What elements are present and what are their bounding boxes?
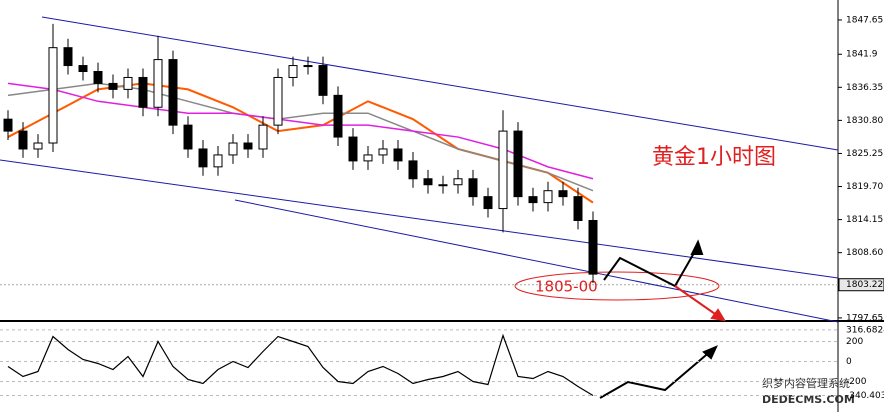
y-tick-label: 1819.70 [846, 182, 883, 192]
candle-body [18, 130, 28, 150]
candle-body [243, 142, 253, 150]
last-price-box [838, 278, 884, 292]
y-tick-label: -340.403 [846, 391, 884, 401]
y-tick-label: 1836.35 [846, 83, 883, 93]
oscillator-line [7, 333, 594, 397]
candle-body [153, 59, 163, 108]
candle-body [408, 160, 418, 180]
arrow-path [599, 349, 713, 399]
candle-body [528, 196, 538, 204]
price-note: 1805-00 [535, 278, 598, 296]
y-tick-label: 1830.80 [846, 116, 883, 126]
y-tick-label: 1847.65 [846, 15, 883, 25]
channel-line [234, 199, 839, 323]
candle-body [318, 65, 328, 96]
channel-line [41, 16, 839, 151]
candle-body [138, 76, 148, 108]
arrow-path [674, 285, 719, 317]
y-tick-label: 200 [846, 337, 863, 347]
candle-body [378, 148, 388, 156]
candle-body [198, 148, 208, 168]
candle-body [48, 47, 58, 144]
arrow-head [690, 239, 704, 255]
watermark: DEDECMS.COM [762, 393, 855, 406]
candle-body [213, 154, 223, 168]
y-tick-label: 1841.9 [846, 50, 878, 60]
candle-body [498, 130, 508, 210]
annotation: 黄金1小时图 [652, 145, 776, 170]
highlight-ellipse [514, 271, 720, 301]
candle-body [108, 82, 118, 90]
y-tick-label: 1808.60 [846, 248, 883, 258]
moving-average [7, 82, 594, 180]
y-tick-label: -200 [846, 377, 867, 387]
candle-body [483, 196, 493, 210]
y-tick-label: 1797.65 [846, 313, 883, 323]
candle-body [123, 76, 133, 90]
y-tick-label: 1814.15 [846, 215, 883, 225]
candle-body [543, 190, 553, 204]
candle-body [273, 76, 283, 126]
candle-body [258, 124, 268, 150]
candle-body [33, 142, 43, 150]
arrow-head [702, 345, 718, 360]
candle-body [468, 178, 478, 198]
candle-body [228, 142, 238, 156]
candle-body [333, 94, 343, 138]
candle-body [168, 59, 178, 126]
watermark: 织梦内容管理系统 [762, 376, 850, 390]
candle-body [558, 190, 568, 198]
candle-body [3, 118, 13, 132]
y-tick-label: 316.6824 [846, 325, 884, 335]
y-tick-label: 0 [846, 357, 852, 367]
channel-line [0, 159, 839, 279]
candle-body [63, 47, 73, 67]
candle-body [588, 219, 598, 275]
candle-body [438, 184, 448, 187]
candle-body [573, 196, 583, 221]
candle-body [183, 124, 193, 150]
channel-lines [0, 16, 839, 323]
candle-body [78, 65, 88, 73]
candle-body [453, 178, 463, 186]
last-price-label: 1803.22 [846, 280, 883, 290]
candle-body [93, 71, 103, 84]
moving-average [7, 82, 594, 192]
candle-body [423, 178, 433, 186]
candle-body [303, 65, 313, 68]
arrows [599, 239, 726, 399]
candle-body [393, 148, 403, 162]
candle-body [513, 130, 523, 198]
candle-body [348, 136, 358, 162]
candle-body [363, 154, 373, 162]
candle-body [288, 65, 298, 78]
arrow-head [710, 308, 726, 322]
y-tick-label: 1825.25 [846, 149, 883, 159]
arrow-path [603, 245, 699, 288]
